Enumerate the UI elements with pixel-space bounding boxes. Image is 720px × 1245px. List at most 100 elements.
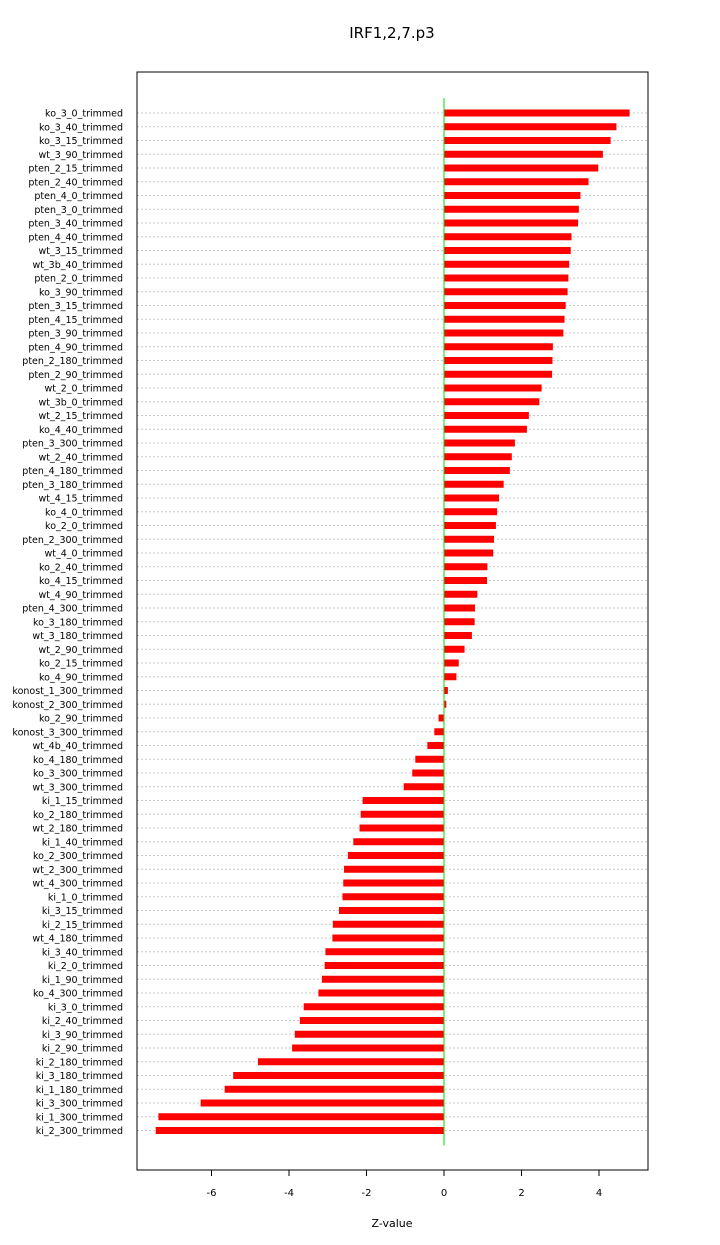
x-tick-label: 0 (441, 1188, 447, 1199)
bar-wt_2_0_trimmed (444, 384, 542, 392)
category-label: ko_2_0_trimmed (45, 521, 123, 532)
category-label: ko_4_15_trimmed (39, 576, 123, 587)
bar-ko_4_40_trimmed (444, 425, 527, 433)
bar-pten_3_180_trimmed (444, 480, 504, 488)
category-label: wt_2_15_trimmed (38, 411, 123, 422)
category-label: ko_4_40_trimmed (39, 425, 123, 436)
category-label: pten_3_40_trimmed (28, 219, 123, 230)
bar-ki_2_0_trimmed (324, 962, 444, 969)
category-label: pten_4_180_trimmed (22, 466, 123, 477)
category-label: wt_2_300_trimmed (32, 865, 123, 876)
category-label: ko_2_40_trimmed (39, 562, 123, 573)
category-label: wt_4b_40_trimmed (32, 741, 123, 752)
category-label: pten_4_40_trimmed (28, 232, 123, 243)
category-label: pten_2_90_trimmed (28, 370, 123, 381)
x-tick-label: -4 (284, 1188, 294, 1199)
bar-konost_1_300_trimmed (444, 687, 448, 694)
bar-pten_4_180_trimmed (444, 467, 510, 474)
bar-wt_2_15_trimmed (444, 412, 529, 419)
category-label: konost_3_300_trimmed (12, 727, 123, 738)
category-label: ki_3_40_trimmed (42, 947, 123, 958)
bar-ko_4_15_trimmed (444, 577, 488, 584)
bar-ko_3_0_trimmed (444, 109, 630, 117)
category-label: ki_2_0_trimmed (48, 961, 123, 972)
category-label: pten_2_0_trimmed (34, 274, 123, 285)
category-label: ko_3_0_trimmed (45, 109, 123, 120)
category-label: ki_2_300_trimmed (36, 1126, 123, 1137)
category-label: wt_2_180_trimmed (32, 824, 123, 835)
bar-pten_2_15_trimmed (444, 164, 599, 172)
category-label: ki_1_90_trimmed (42, 975, 123, 986)
bar-pten_2_180_trimmed (444, 357, 553, 364)
category-label: pten_2_300_trimmed (22, 535, 123, 546)
bar-wt_3b_40_trimmed (444, 260, 570, 268)
category-label: pten_3_180_trimmed (22, 480, 123, 491)
bar-ko_2_180_trimmed (360, 810, 444, 818)
bar-ki_2_40_trimmed (299, 1017, 444, 1024)
bar-pten_3_300_trimmed (444, 439, 515, 447)
category-label: pten_3_0_trimmed (34, 205, 123, 216)
bar-wt_3_90_trimmed (444, 150, 603, 158)
bar-wt_3_180_trimmed (444, 632, 472, 639)
category-label: ki_3_90_trimmed (42, 1030, 123, 1041)
category-label: ki_3_15_trimmed (42, 906, 123, 917)
bar-wt_3b_0_trimmed (444, 398, 540, 406)
category-label: ko_2_180_trimmed (33, 810, 123, 821)
category-label: wt_4_0_trimmed (45, 549, 124, 560)
bar-ki_1_40_trimmed (353, 838, 444, 846)
category-label: wt_4_15_trimmed (38, 494, 123, 505)
category-label: ki_3_180_trimmed (36, 1071, 123, 1082)
bar-ki_2_300_trimmed (155, 1127, 444, 1134)
category-label: wt_2_40_trimmed (38, 452, 123, 463)
category-label: wt_3b_0_trimmed (38, 397, 123, 408)
category-label: ki_1_40_trimmed (42, 837, 123, 848)
bar-wt_4_15_trimmed (444, 494, 500, 502)
bar-wt_4_90_trimmed (444, 590, 478, 598)
category-label: ki_2_90_trimmed (42, 1044, 123, 1055)
category-label: ko_3_15_trimmed (39, 136, 123, 147)
bar-ki_1_90_trimmed (321, 975, 444, 983)
bar-wt_2_90_trimmed (444, 645, 465, 653)
x-axis-title: Z-value (371, 1217, 412, 1230)
bar-pten_4_40_trimmed (444, 233, 572, 241)
bar-konost_3_300_trimmed (434, 728, 444, 736)
bar-wt_2_180_trimmed (359, 824, 444, 832)
category-label: ki_1_300_trimmed (36, 1112, 123, 1123)
bar-ki_1_180_trimmed (224, 1085, 444, 1093)
category-labels: ko_3_0_trimmed ko_3_40_trimmed ko_3_15_tri… (12, 109, 123, 1138)
bar-pten_3_0_trimmed (444, 205, 579, 213)
category-label: wt_4_180_trimmed (32, 934, 123, 945)
category-label: wt_4_300_trimmed (32, 879, 123, 890)
bar-wt_3_300_trimmed (403, 783, 444, 791)
bar-wt_4b_40_trimmed (427, 742, 444, 749)
category-label: ko_2_90_trimmed (39, 714, 123, 725)
bar-ki_3_90_trimmed (294, 1030, 444, 1038)
bar-wt_2_300_trimmed (344, 865, 444, 873)
x-axis: -6 -4 -2 0 2 4 (207, 1170, 602, 1199)
bar-pten_3_40_trimmed (444, 219, 579, 227)
bar-wt_4_180_trimmed (332, 934, 444, 942)
bar-pten_2_40_trimmed (444, 178, 589, 186)
category-label: ko_3_90_trimmed (39, 287, 123, 298)
category-label: wt_2_0_trimmed (45, 384, 124, 395)
bar-ko_2_40_trimmed (444, 563, 488, 571)
bar-ko_3_180_trimmed (444, 618, 475, 626)
bar-ki_3_15_trimmed (338, 907, 444, 914)
bar-ko_2_0_trimmed (444, 522, 496, 529)
category-label: ki_2_180_trimmed (36, 1057, 123, 1068)
category-label: ki_1_0_trimmed (48, 892, 123, 903)
bar-ko_3_90_trimmed (444, 288, 568, 296)
category-label: ki_2_15_trimmed (42, 920, 123, 931)
bar-ko_4_180_trimmed (415, 755, 444, 763)
bar-pten_4_90_trimmed (444, 343, 553, 351)
bar-ki_3_40_trimmed (325, 948, 444, 956)
category-label: wt_2_90_trimmed (38, 645, 123, 656)
category-label: ko_2_15_trimmed (39, 659, 123, 670)
bar-ki_3_300_trimmed (200, 1099, 444, 1107)
bar-wt_4_0_trimmed (444, 549, 494, 557)
category-label: wt_3_300_trimmed (32, 782, 123, 793)
bar-wt_4_300_trimmed (343, 879, 444, 887)
bar-ko_4_0_trimmed (444, 508, 498, 516)
category-label: pten_3_90_trimmed (28, 329, 123, 340)
